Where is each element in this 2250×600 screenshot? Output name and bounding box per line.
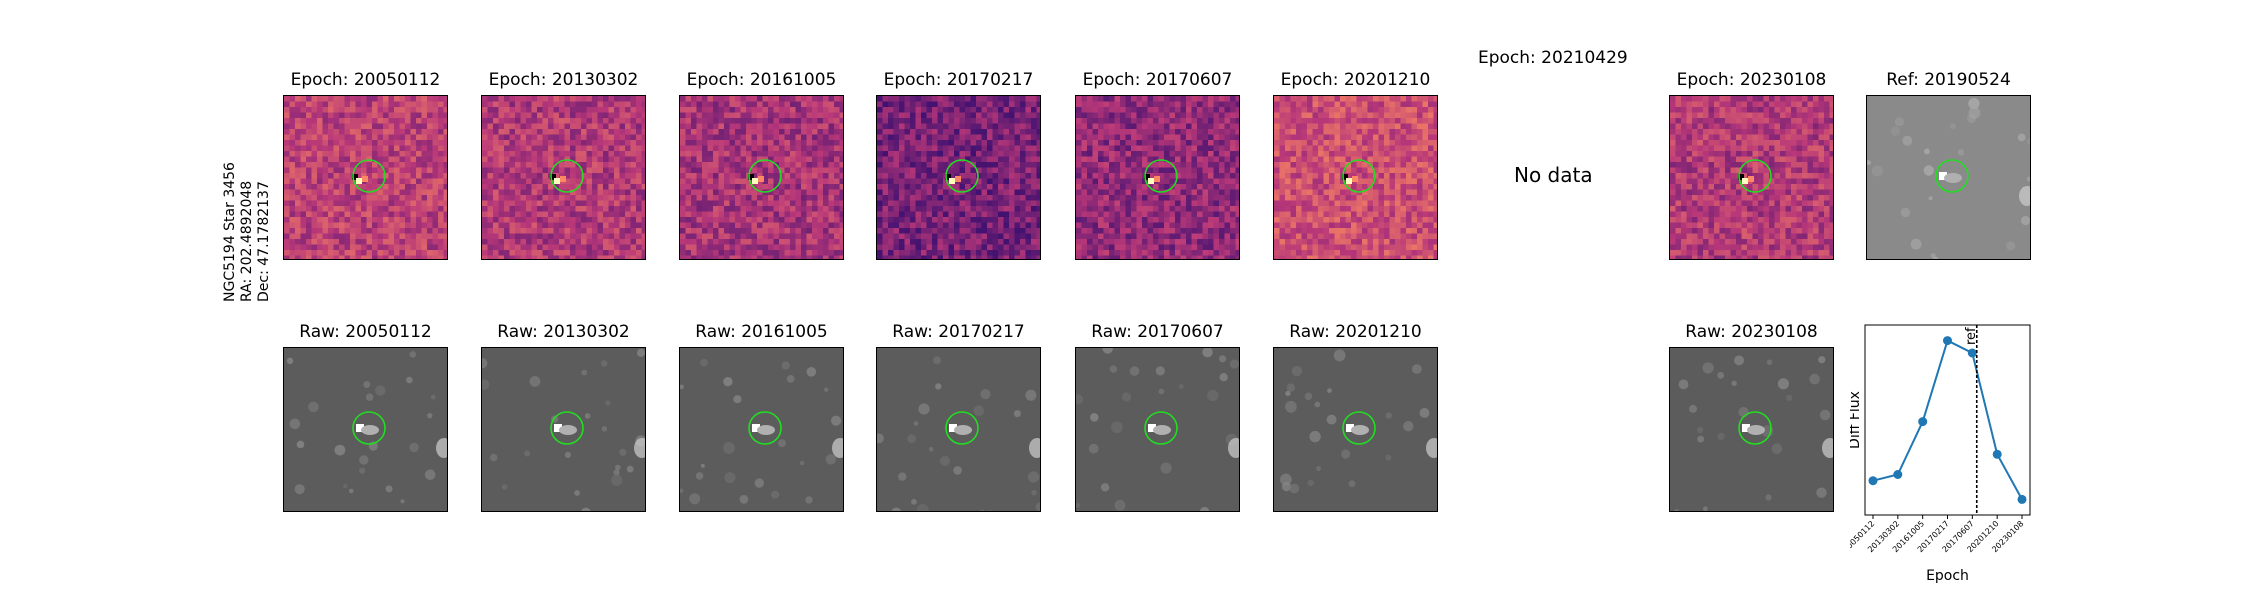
raw-title-3: Raw: 20170217 <box>892 322 1025 342</box>
aperture-circle <box>748 411 782 445</box>
raw-image-6 <box>1669 347 1834 512</box>
ref-label: ref <box>1964 327 1979 345</box>
diff-image-2 <box>679 95 844 260</box>
diff-title-2: Epoch: 20161005 <box>686 70 837 90</box>
aperture-circle <box>352 159 386 193</box>
x-axis-label: Epoch <box>1926 568 1969 584</box>
object-label: NGC5194 Star 3456 RA: 202.4892048 Dec: 4… <box>222 162 272 302</box>
diff-image-0 <box>283 95 448 260</box>
data-point <box>1918 417 1928 427</box>
diff-title-0: Epoch: 20050112 <box>290 70 441 90</box>
raw-title-2: Raw: 20161005 <box>695 322 828 342</box>
ref-image <box>1866 95 2031 260</box>
aperture-circle <box>1144 411 1178 445</box>
diff-title-1: Epoch: 20130302 <box>488 70 639 90</box>
diff-title-6: Epoch: 20210429 <box>1478 48 1628 68</box>
diff-title-4: Epoch: 20170607 <box>1082 70 1233 90</box>
raw-title-1: Raw: 20130302 <box>497 322 630 342</box>
data-point <box>2017 494 2027 504</box>
diff-title-7: Epoch: 20230108 <box>1676 70 1827 90</box>
diff-title-5: Epoch: 20201210 <box>1280 70 1431 90</box>
raw-image-0 <box>283 347 448 512</box>
aperture-circle <box>945 159 979 193</box>
raw-image-2 <box>679 347 844 512</box>
raw-title-0: Raw: 20050112 <box>299 322 432 342</box>
light-curve-chart: 2005011220130302201610052017021720170607… <box>1850 324 2031 584</box>
diff-image-7 <box>1669 95 1834 260</box>
aperture-circle <box>1144 159 1178 193</box>
aperture-circle <box>1935 159 1969 193</box>
data-point <box>1868 476 1878 486</box>
diff-image-3 <box>876 95 1041 260</box>
aperture-circle <box>1342 159 1376 193</box>
raw-image-4 <box>1075 347 1240 512</box>
raw-image-5 <box>1273 347 1438 512</box>
data-point <box>1967 348 1977 358</box>
aperture-circle <box>1342 411 1376 445</box>
diff-image-1 <box>481 95 646 260</box>
data-point <box>1943 336 1952 346</box>
raw-title-5: Raw: 20201210 <box>1289 322 1422 342</box>
diff-image-5 <box>1273 95 1438 260</box>
raw-image-3 <box>876 347 1041 512</box>
y-axis-label: Diff Flux <box>1850 391 1863 449</box>
object-dec: Dec: 47.1782137 <box>256 181 272 302</box>
aperture-circle <box>1738 159 1772 193</box>
data-point <box>1992 449 2002 459</box>
diff-title-3: Epoch: 20170217 <box>883 70 1034 90</box>
plot-frame <box>1864 324 2031 516</box>
aperture-circle <box>748 159 782 193</box>
data-point <box>1893 470 1903 479</box>
raw-title-4: Raw: 20170607 <box>1091 322 1224 342</box>
object-name: NGC5194 Star 3456 <box>222 162 238 302</box>
aperture-circle <box>945 411 979 445</box>
ref-title: Ref: 20190524 <box>1886 70 2011 90</box>
no-data-label: No data <box>1514 163 1593 187</box>
aperture-circle <box>1738 411 1772 445</box>
diff-image-4 <box>1075 95 1240 260</box>
aperture-circle <box>550 159 584 193</box>
raw-image-1 <box>481 347 646 512</box>
aperture-circle <box>550 411 584 445</box>
raw-title-6: Raw: 20230108 <box>1685 322 1818 342</box>
object-ra: RA: 202.4892048 <box>239 180 255 302</box>
aperture-circle <box>352 411 386 445</box>
